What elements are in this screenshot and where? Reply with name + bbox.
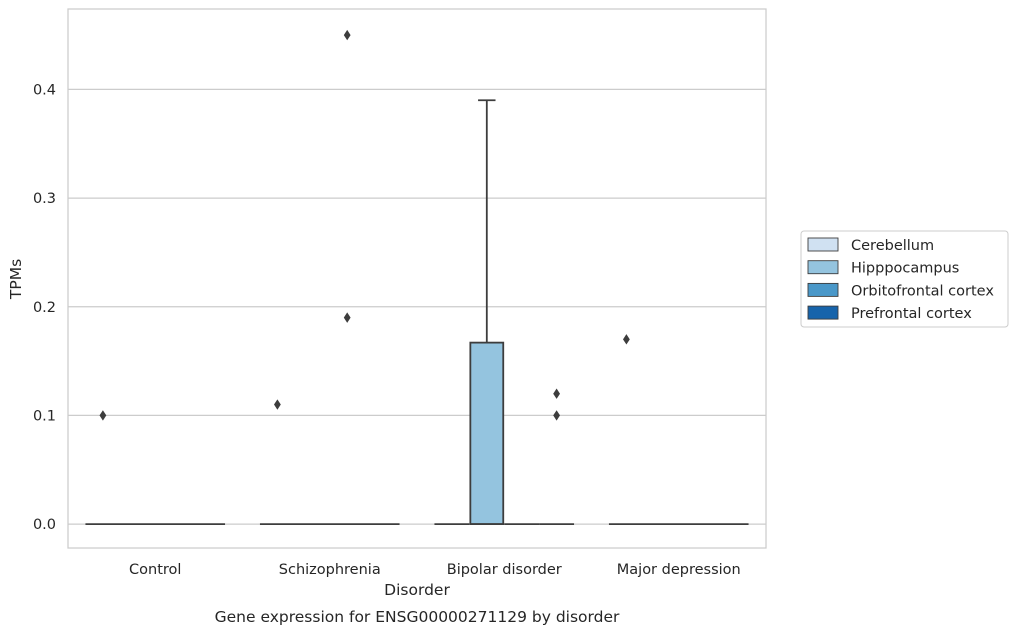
outlier-point <box>99 410 107 421</box>
legend-label: Prefrontal cortex <box>851 306 972 322</box>
y-tick-label: 0.4 <box>33 82 56 98</box>
y-tick-labels: 0.0 0.1 0.2 0.3 0.4 <box>33 82 56 533</box>
legend: Cerebellum Hipppocampus Orbitofrontal cort… <box>800 230 1009 328</box>
boxes <box>85 29 749 525</box>
y-tick-label: 0.0 <box>33 517 56 533</box>
x-tick-label: Schizophrenia <box>279 562 381 578</box>
legend-frame <box>800 230 1009 328</box>
x-tick-label: Bipolar disorder <box>447 562 562 578</box>
legend-item: Cerebellum <box>807 237 934 254</box>
legend-label: Orbitofrontal cortex <box>851 283 994 299</box>
legend-item: Orbitofrontal cortex <box>807 282 994 299</box>
x-tick-label: Control <box>129 562 181 578</box>
outlier-point <box>553 388 560 399</box>
outlier-point <box>343 312 351 323</box>
x-axis-title: Disorder <box>384 581 450 599</box>
outlier-point <box>274 399 281 410</box>
y-tick-label: 0.2 <box>33 300 56 316</box>
legend-swatch <box>807 282 839 297</box>
x-tick-labels: Control Schizophrenia Bipolar disorder Majo… <box>129 562 741 578</box>
legend-label: Hipppocampus <box>851 261 959 277</box>
y-axis-title: TPMs <box>7 259 25 300</box>
y-tick-label: 0.1 <box>33 408 56 424</box>
legend-swatch <box>807 305 839 320</box>
y-tick-label: 0.3 <box>33 191 56 207</box>
legend-swatch <box>807 260 839 275</box>
plot-frame <box>67 8 767 549</box>
box <box>469 341 505 525</box>
legend-swatch <box>807 237 839 252</box>
outlier-point <box>623 334 630 345</box>
legend-item: Prefrontal cortex <box>807 305 972 322</box>
legend-label: Cerebellum <box>851 238 934 254</box>
outlier-point <box>343 29 351 41</box>
plot-area <box>68 9 766 548</box>
legend-item: Hipppocampus <box>807 260 959 277</box>
outlier-point <box>553 410 560 421</box>
chart-caption: Gene expression for ENSG00000271129 by d… <box>215 608 620 626</box>
x-tick-label: Major depression <box>617 562 741 578</box>
